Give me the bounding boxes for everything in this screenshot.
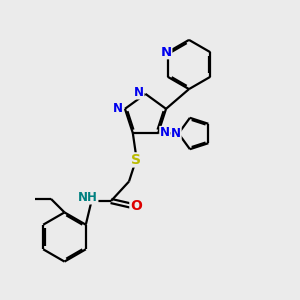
Text: N: N — [113, 102, 123, 115]
Text: NH: NH — [78, 191, 98, 204]
Text: O: O — [130, 199, 142, 212]
Text: N: N — [160, 127, 170, 140]
Text: N: N — [160, 46, 172, 59]
Text: S: S — [131, 153, 142, 167]
Text: N: N — [171, 127, 181, 140]
Text: N: N — [134, 86, 144, 99]
